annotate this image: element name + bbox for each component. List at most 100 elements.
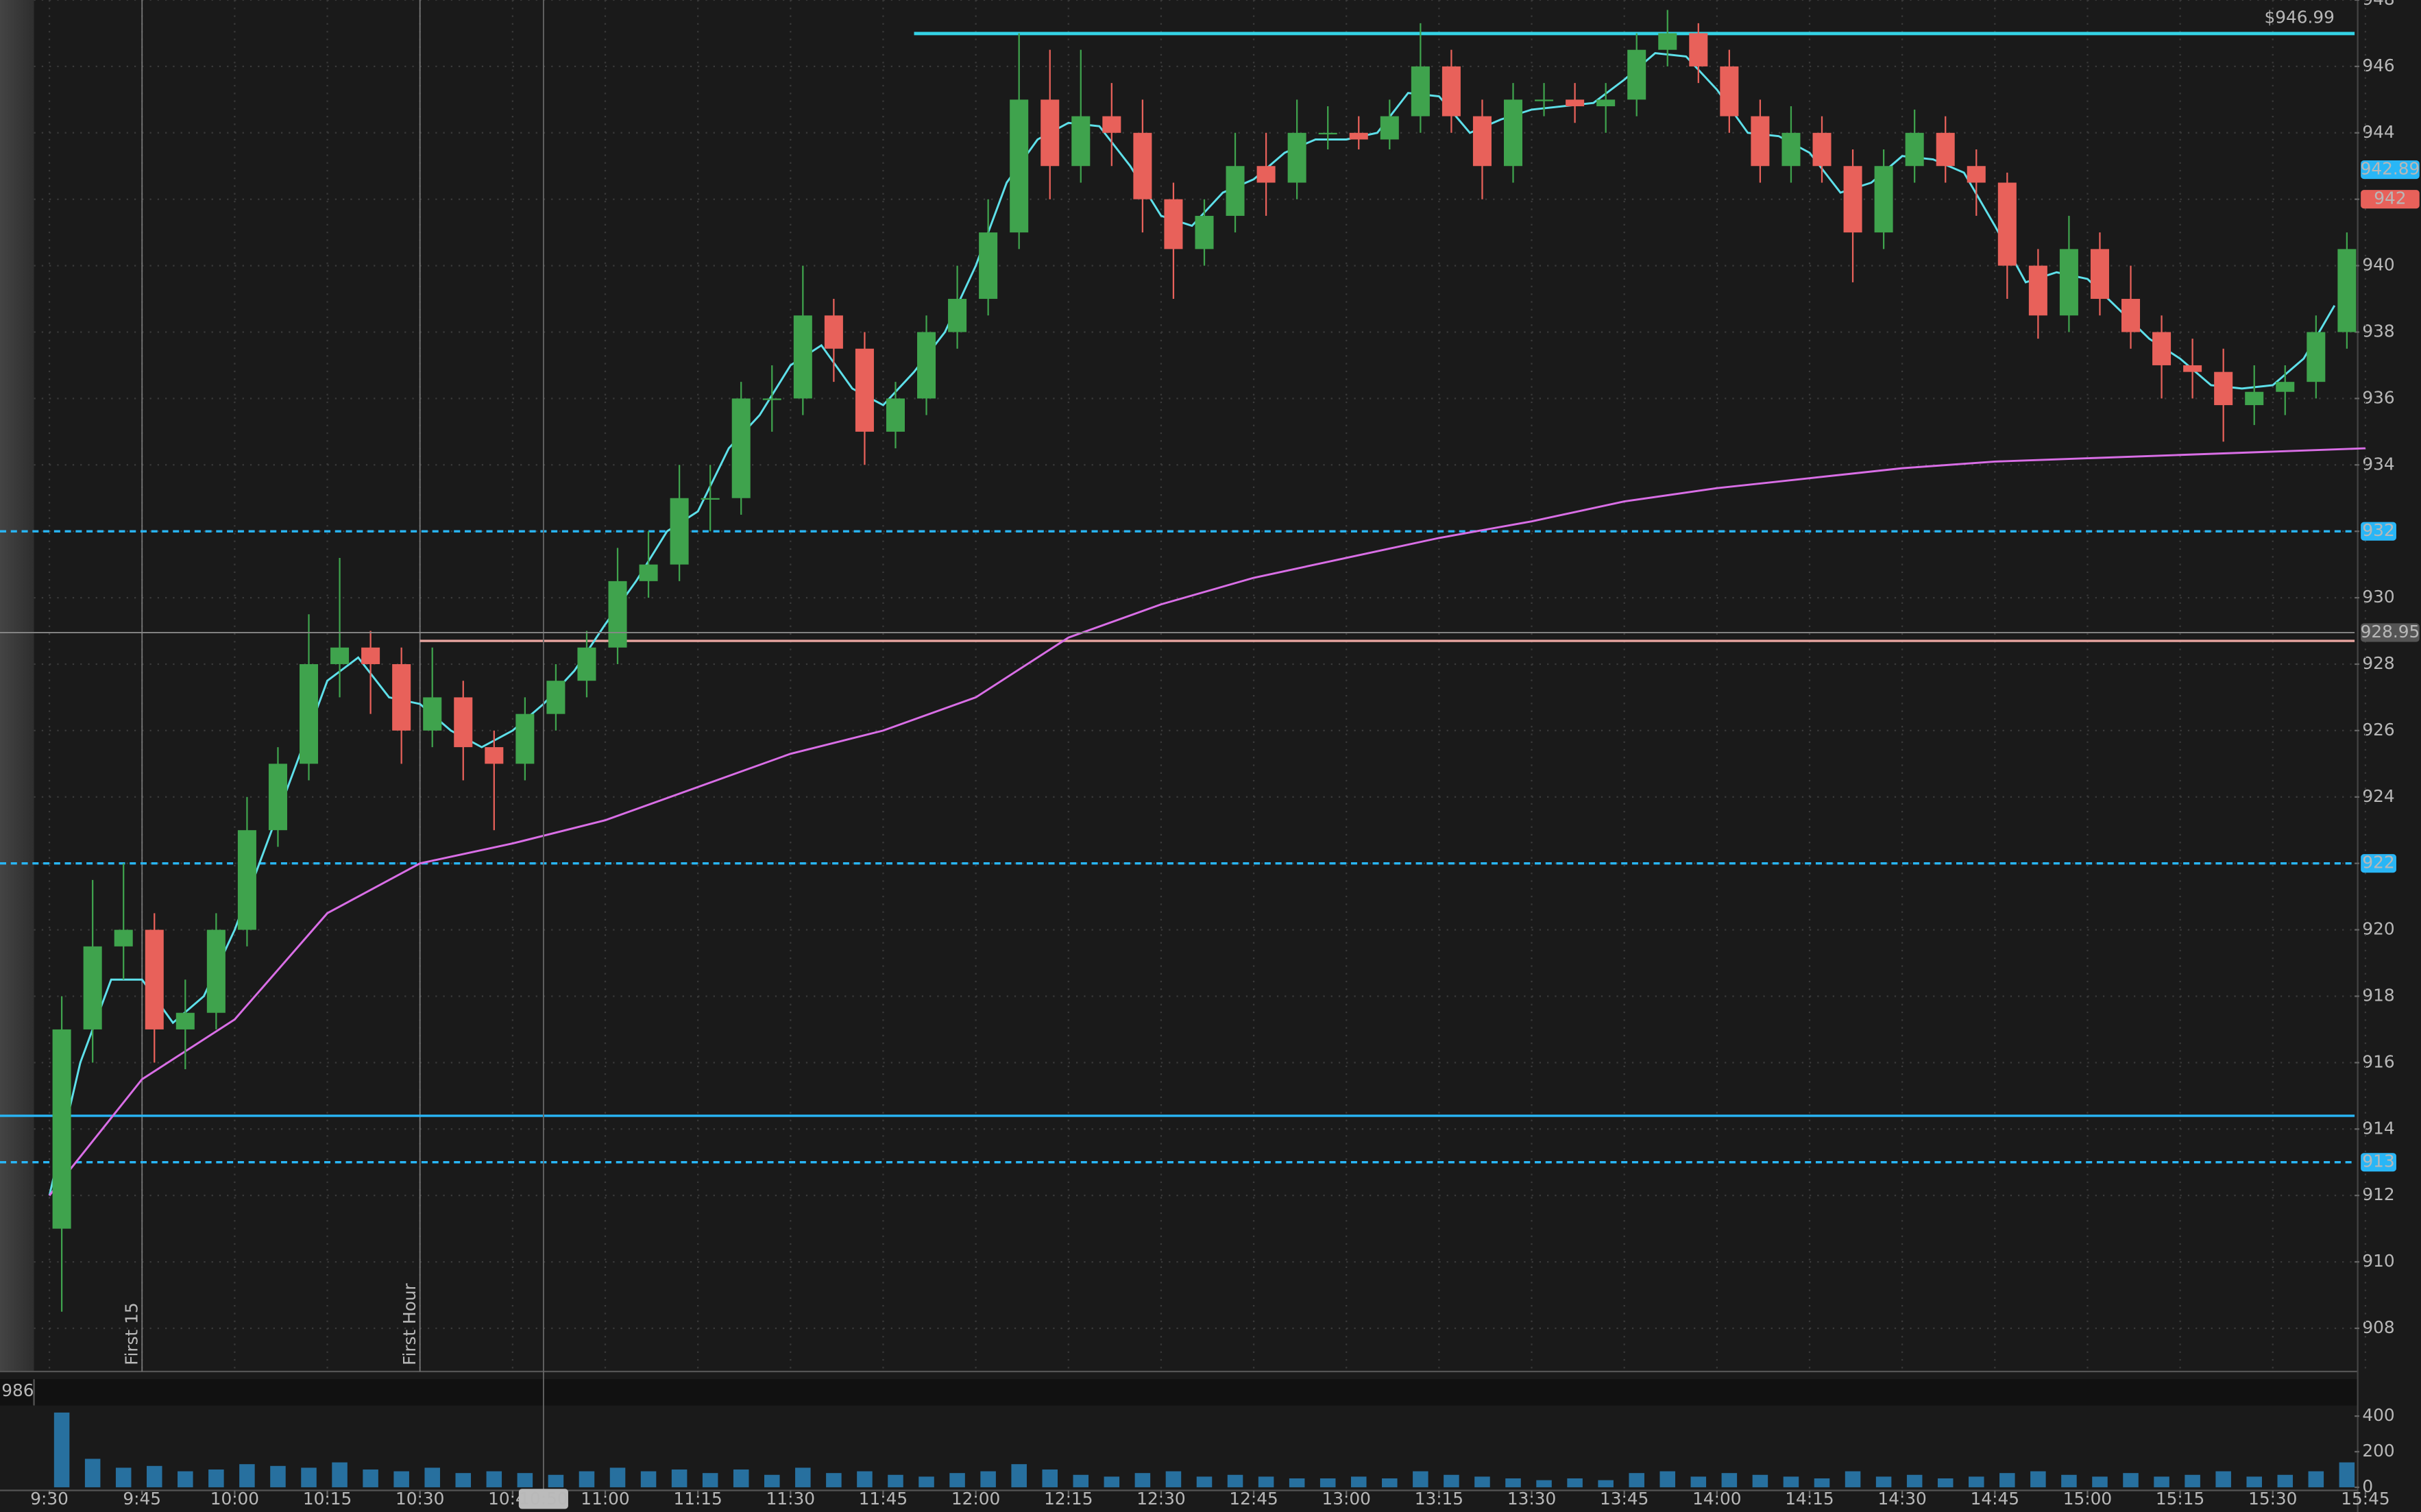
candle-body (1041, 99, 1060, 167)
candle-body (1010, 99, 1029, 233)
volume-bar (2185, 1474, 2200, 1487)
candle-body (2276, 382, 2295, 392)
y-tick-label: 944 (2362, 122, 2394, 142)
candle-body (1441, 66, 1461, 117)
candle-body (52, 1029, 71, 1229)
candle-body (1535, 99, 1554, 101)
y-tick-label: 918 (2362, 985, 2394, 1005)
candle-body (1226, 166, 1245, 216)
candle-body (1720, 66, 1739, 117)
volume-bar (1937, 1478, 1954, 1487)
volume-bar (1783, 1476, 1799, 1487)
volume-bar (1567, 1478, 1583, 1487)
x-tick-label: 14:00 (1692, 1489, 1741, 1509)
price-tag (2361, 522, 2396, 541)
volume-bar (640, 1471, 657, 1487)
volume-bar (2339, 1462, 2355, 1487)
x-tick-label: 15:45 (2341, 1489, 2389, 1509)
x-tick-label: 14:15 (1785, 1489, 1834, 1509)
x-tick-label: 13:00 (1322, 1489, 1371, 1509)
volume-bar (1073, 1474, 1089, 1487)
volume-bar (548, 1474, 564, 1487)
candle-body (948, 299, 967, 332)
candle-body (330, 647, 350, 664)
volume-bar (1875, 1476, 1892, 1487)
price-tag (2361, 160, 2420, 180)
volume-bar (857, 1471, 873, 1487)
y-tick-label: 912 (2362, 1184, 2394, 1204)
candle-body (670, 498, 689, 565)
candle-body (206, 929, 226, 1013)
y-tick-label: 934 (2362, 454, 2394, 474)
volume-bar (2215, 1471, 2231, 1487)
crosshair-time-box (518, 1489, 568, 1509)
x-tick-label: 10:15 (303, 1489, 352, 1509)
volume-tick-label: 0 (2362, 1476, 2373, 1496)
candle-body (577, 647, 596, 681)
volume-bar (1752, 1474, 1768, 1487)
candle-body (824, 315, 843, 349)
volume-tick-label: 400 (2362, 1405, 2394, 1425)
volume-bar (455, 1473, 472, 1487)
volume-bar (393, 1471, 409, 1487)
candle-body (2028, 265, 2047, 316)
candle-body (1472, 116, 1492, 167)
candle-body (1133, 132, 1152, 199)
candle-body (1071, 116, 1091, 167)
candle-body (268, 764, 287, 831)
volume-bar (980, 1471, 996, 1487)
volume-bar (2277, 1474, 2294, 1487)
price-tag (2361, 1153, 2396, 1172)
y-tick-label: 948 (2362, 0, 2394, 9)
volume-bar (363, 1469, 378, 1487)
candle-body (1503, 99, 1523, 167)
volume-bar (2246, 1476, 2262, 1487)
x-tick-label: 12:15 (1044, 1489, 1093, 1509)
x-tick-label: 14:45 (1971, 1489, 2019, 1509)
volume-bar (486, 1471, 502, 1487)
candle-body (114, 929, 133, 947)
volume-bar (1505, 1478, 1521, 1487)
volume-bar (579, 1471, 595, 1487)
candle-body (1689, 33, 1708, 66)
price-tag-label: 942.89 (2361, 159, 2420, 179)
candle-body (1318, 132, 1337, 135)
candle-body (2337, 249, 2357, 332)
price-tag (2361, 854, 2396, 873)
y-tick-label: 930 (2362, 587, 2394, 607)
price-tag-label: 913 (2362, 1151, 2394, 1171)
price-tag-label: 922 (2362, 853, 2394, 873)
volume-bar (1598, 1480, 1614, 1487)
candle-body (361, 647, 380, 664)
volume-bar (1969, 1476, 1984, 1487)
volume-bar (671, 1469, 688, 1487)
x-tick-label: 15:15 (2156, 1489, 2204, 1509)
candle-body (1874, 166, 1893, 233)
y-tick-label: 926 (2362, 720, 2394, 740)
crosshair-price-label: 928.95 (2361, 622, 2420, 642)
y-tick-label: 910 (2362, 1251, 2394, 1271)
candle-body (762, 398, 781, 400)
candle-body (731, 398, 751, 498)
candle-body (1102, 116, 1121, 133)
volume-bar (1134, 1473, 1151, 1487)
candle-body (1411, 66, 1430, 117)
volume-bar (2061, 1474, 2077, 1487)
volume-bar (1413, 1471, 1428, 1487)
volume-bar (702, 1473, 718, 1487)
volume-bar (115, 1467, 132, 1487)
x-tick-label: 15:00 (2063, 1489, 2112, 1509)
candle-body (454, 697, 473, 748)
candle-body (639, 564, 658, 581)
volume-bar (795, 1467, 811, 1487)
volume-bar (1721, 1473, 1738, 1487)
y-tick-label: 940 (2362, 255, 2394, 275)
price-level-label: $946.99 (2264, 7, 2334, 27)
volume-bar (1845, 1471, 1861, 1487)
candle-body (1751, 116, 1770, 167)
candle-body (1164, 199, 1183, 249)
y-tick-label: 920 (2362, 919, 2394, 939)
crosshair-time-label: 10:50 (519, 1489, 568, 1509)
